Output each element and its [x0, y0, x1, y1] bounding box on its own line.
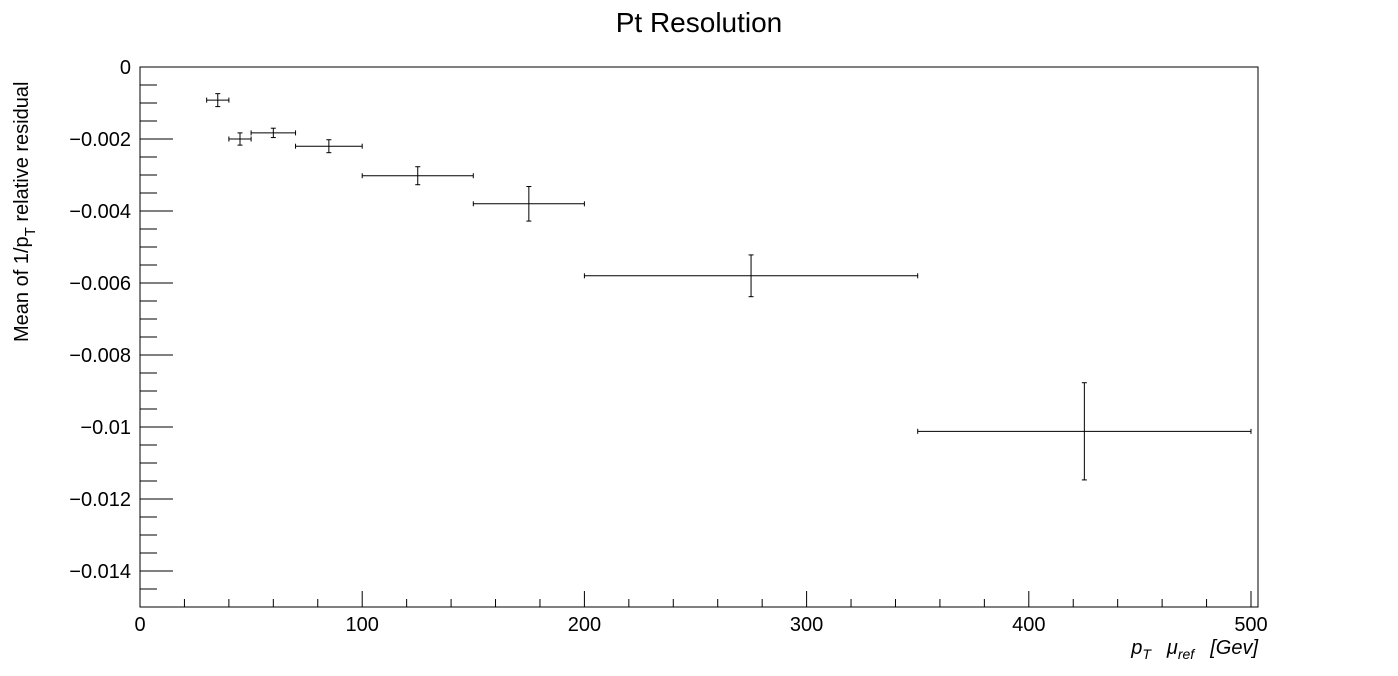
- data-point: [228, 132, 252, 146]
- y-tick-label: −0.002: [69, 129, 131, 151]
- data-point: [206, 93, 230, 108]
- x-tick-label: 100: [346, 614, 379, 636]
- data-point: [583, 254, 919, 298]
- x-axis-title-unit: [Gev]: [1209, 637, 1258, 659]
- y-tick-label: −0.014: [69, 561, 131, 583]
- chart-title: Pt Resolution: [616, 7, 783, 38]
- x-tick-label: 500: [1234, 614, 1267, 636]
- y-tick-label: −0.004: [69, 201, 131, 223]
- y-axis-title-main: Mean of 1/p: [11, 236, 33, 342]
- data-point: [472, 186, 585, 222]
- x-axis-title-p-subscript: T: [1142, 646, 1152, 662]
- y-tick-label: −0.01: [80, 417, 131, 439]
- x-tick-label: 200: [568, 614, 601, 636]
- x-tick-label: 400: [1012, 614, 1045, 636]
- x-axis-title-mu: μ: [1166, 637, 1178, 659]
- y-tick-label: 0: [120, 57, 131, 79]
- plot-frame: [139, 66, 1259, 608]
- x-axis-title: pT μref [Gev]: [1130, 637, 1258, 662]
- x-axis-title-mu-subscript: ref: [1178, 646, 1196, 662]
- x-tick-label: 0: [134, 614, 145, 636]
- y-tick-label: −0.012: [69, 489, 131, 511]
- y-tick-label: −0.006: [69, 273, 131, 295]
- y-axis-title: Mean of 1/pT relative residual: [11, 82, 39, 342]
- y-axis-title-subscript: T: [22, 227, 39, 236]
- x-axis: 0 100 200 300 400 500: [134, 591, 1268, 636]
- data-point: [361, 166, 474, 186]
- data-series: [206, 93, 1252, 481]
- data-point: [917, 382, 1252, 481]
- x-axis-title-p: p: [1130, 637, 1142, 659]
- data-point: [250, 127, 297, 139]
- y-axis-title-rest: relative residual: [11, 82, 33, 228]
- data-point: [295, 139, 363, 154]
- x-tick-label: 300: [790, 614, 823, 636]
- y-tick-label: −0.008: [69, 345, 131, 367]
- y-axis: 0 −0.002 −0.004 −0.006 −0.008 −0.01 −0.012 −0.0…: [69, 57, 173, 608]
